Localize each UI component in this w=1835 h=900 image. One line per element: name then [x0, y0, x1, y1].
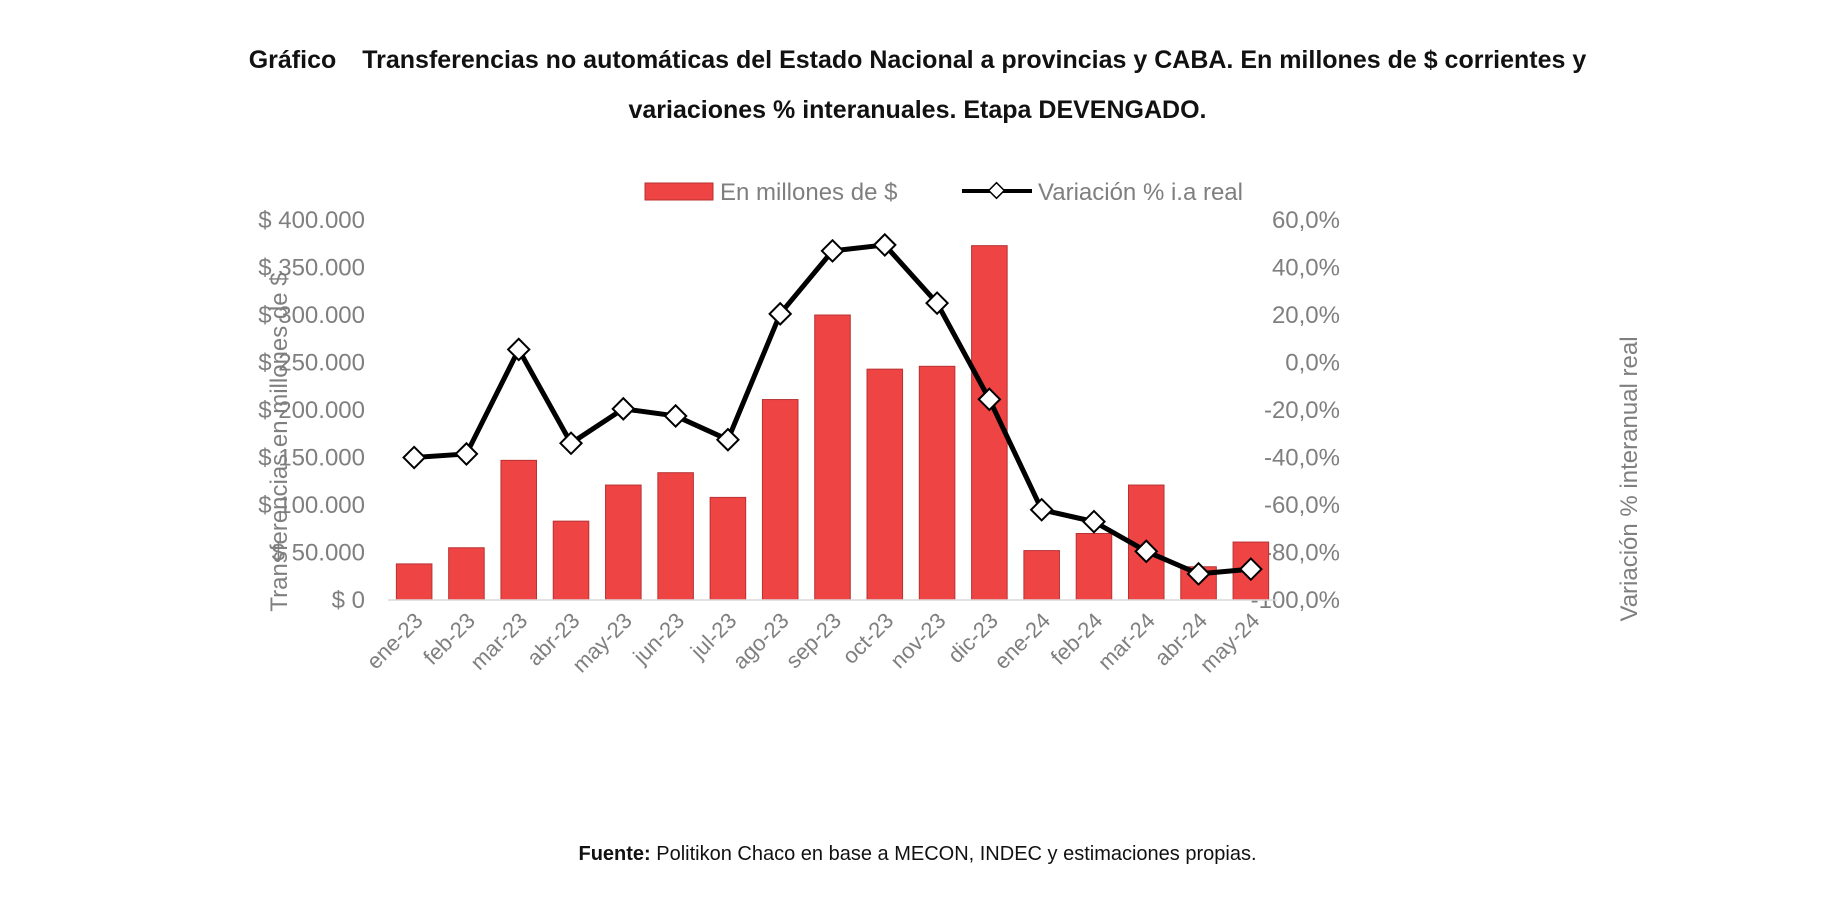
title-text: Transferencias no automáticas del Estado… — [362, 46, 1587, 74]
x-tick-label: sep-23 — [781, 608, 846, 673]
source-note: Fuente: Politikon Chaco en base a MECON,… — [0, 843, 1835, 866]
chart-title-line-2: variaciones % interanuales. Etapa DEVENG… — [628, 96, 1207, 124]
bar — [500, 459, 538, 601]
bar — [1075, 533, 1113, 601]
line-point-marker — [820, 238, 845, 263]
source-text: Politikon Chaco en base a MECON, INDEC y… — [650, 843, 1257, 865]
y-left-tick-label: $ 350.000 — [258, 255, 365, 282]
line-series — [402, 232, 1263, 586]
bar — [866, 368, 904, 601]
legend-bar-label: En millones de $ — [720, 179, 897, 206]
line-point-marker — [925, 291, 950, 316]
y-left-tick-label: $ 200.000 — [258, 397, 365, 424]
y-left-tick-label: $ 300.000 — [258, 302, 365, 329]
line-point-marker — [506, 337, 531, 362]
y-right-tick-label: -60,0% — [1264, 492, 1340, 519]
y-right-tick-label: 0,0% — [1285, 350, 1340, 377]
y-left-tick-label: $ 100.000 — [258, 492, 365, 519]
bar — [918, 365, 956, 601]
y-axis-right-label: Variación % interanual real — [1616, 336, 1643, 621]
legend-line-marker — [987, 181, 1006, 200]
line-point-marker — [715, 427, 740, 452]
y-left-tick-label: $ 250.000 — [258, 350, 365, 377]
x-tick-label: ene-24 — [989, 608, 1055, 674]
y-left-tick-label: $ 0 — [332, 587, 365, 614]
y-left-tick-label: $ 400.000 — [258, 207, 365, 234]
bar — [657, 472, 694, 601]
y-right-tick-label: 60,0% — [1272, 207, 1340, 234]
line-point-marker — [611, 396, 636, 421]
line-point-marker — [663, 403, 688, 428]
x-tick-label: mar-23 — [465, 608, 532, 675]
bar — [448, 547, 485, 601]
line-point-marker — [768, 301, 793, 326]
y-right-tick-label: -40,0% — [1264, 445, 1340, 472]
legend-bar-swatch — [644, 182, 714, 201]
y-axis-left-ticks: $ 0 $ 50.000 $ 100.000 $ 150.000 $ 200.000 $ … — [258, 207, 365, 614]
x-tick-label: may-24 — [1195, 608, 1265, 678]
bar — [552, 520, 590, 601]
line-point-marker — [1029, 497, 1054, 522]
bar — [814, 314, 851, 601]
line-point-marker — [872, 232, 897, 257]
x-tick-label: ago-23 — [728, 608, 794, 674]
source-label: Fuente: — [578, 843, 651, 865]
line-point-marker — [1186, 561, 1211, 586]
line-point-marker — [402, 445, 427, 470]
bar — [761, 399, 799, 601]
bar — [605, 484, 642, 601]
bar — [709, 496, 747, 601]
line-point-marker — [1238, 557, 1263, 582]
x-tick-label: ene-23 — [362, 608, 428, 674]
line-point-marker — [1134, 539, 1159, 564]
chart-title-line-1: Gráfico Transferencias no automáticas del… — [0, 46, 1835, 75]
y-axis-left-label: Transferencias en millones de $ — [266, 272, 293, 611]
y-left-tick-label: $ 50.000 — [272, 540, 365, 567]
y-right-tick-label: -20,0% — [1264, 397, 1340, 424]
x-axis-ticks: ene-23feb-23mar-23abr-23may-23jun-23jul-… — [362, 608, 1265, 678]
y-right-tick-label: 20,0% — [1272, 302, 1340, 329]
line-point-marker — [559, 431, 584, 456]
y-left-tick-label: $ 150.000 — [258, 445, 365, 472]
line-point-marker — [1081, 509, 1106, 534]
legend: En millones de $ Variación % i.a real — [644, 179, 1243, 206]
x-tick-label: mar-24 — [1093, 608, 1160, 675]
x-tick-label: nov-23 — [885, 608, 950, 673]
y-right-tick-label: 40,0% — [1272, 255, 1340, 282]
bar — [395, 563, 433, 601]
bar — [1023, 550, 1060, 601]
line-point-marker — [454, 441, 479, 466]
line-point-marker — [977, 387, 1002, 412]
y-right-tick-label: -80,0% — [1264, 540, 1340, 567]
x-tick-label: jun-23 — [628, 608, 690, 670]
title-prefix: Gráfico — [248, 46, 337, 74]
legend-line-label: Variación % i.a real — [1038, 179, 1243, 206]
x-tick-label: may-23 — [567, 608, 637, 678]
